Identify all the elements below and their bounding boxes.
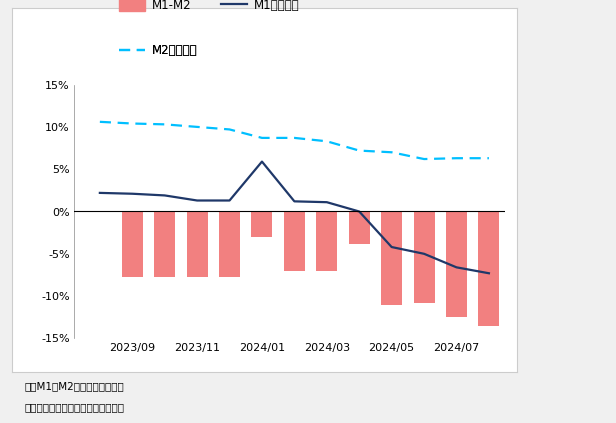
Bar	[413, 212, 435, 303]
Text: 注：M1、M2增速之差为百分点: 注：M1、M2增速之差为百分点	[25, 381, 124, 391]
Legend: M2同比增速: M2同比增速	[115, 40, 203, 62]
Text: 资料来源：中国人民银行，华泰研究: 资料来源：中国人民银行，华泰研究	[25, 402, 124, 412]
Bar	[219, 212, 240, 277]
Bar	[284, 212, 305, 271]
Bar	[187, 212, 208, 277]
Bar	[446, 212, 467, 317]
Bar	[479, 212, 500, 326]
Bar	[154, 212, 175, 277]
Bar	[381, 212, 402, 305]
Bar	[349, 212, 370, 244]
Bar	[122, 212, 143, 277]
Bar	[251, 212, 272, 237]
Bar	[316, 212, 338, 271]
